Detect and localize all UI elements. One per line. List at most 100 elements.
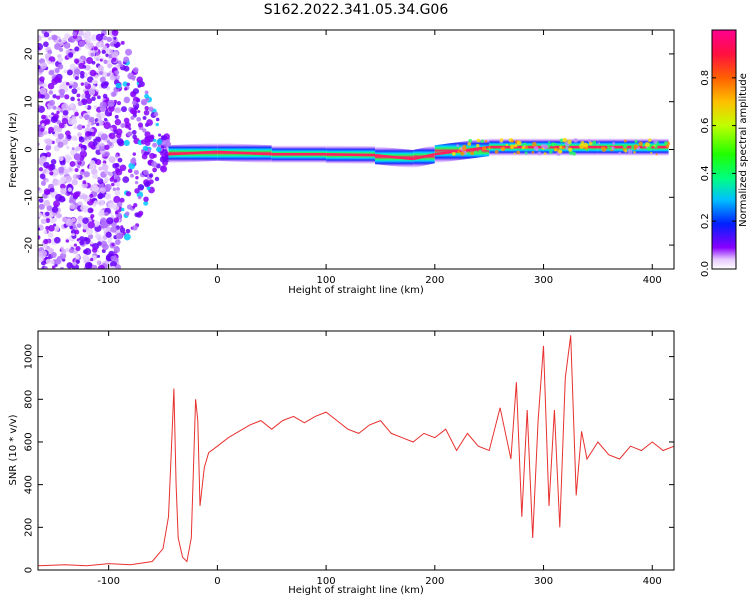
heatmap-noise-cell bbox=[108, 105, 115, 112]
heatmap-noise-cell bbox=[74, 153, 81, 160]
heatmap-transition-cell bbox=[155, 122, 159, 127]
heatmap-ridge-speckle bbox=[499, 138, 504, 142]
heatmap-transition-cell bbox=[122, 81, 128, 87]
heatmap-noise-cell bbox=[55, 193, 63, 202]
heatmap-noise-cell bbox=[89, 240, 94, 245]
heatmap-ridge-speckle bbox=[460, 151, 465, 156]
heatmap-noise-cell bbox=[79, 194, 84, 200]
heatmap-transition-cell bbox=[126, 82, 130, 87]
heatmap-ridge-speckle bbox=[565, 146, 569, 150]
heatmap-noise-cell bbox=[52, 94, 57, 99]
spectrogram-ytick-label: -10 bbox=[24, 189, 35, 205]
heatmap-noise-cell bbox=[51, 112, 55, 116]
heatmap-transition-cell bbox=[117, 157, 123, 163]
heatmap-noise-cell bbox=[86, 57, 94, 65]
heatmap-noise-cell bbox=[72, 261, 77, 266]
heatmap-noise-cell bbox=[108, 156, 116, 163]
heatmap-transition-cell bbox=[134, 212, 140, 218]
heatmap-noise-cell bbox=[75, 246, 81, 252]
heatmap-transition-cell bbox=[111, 30, 119, 36]
heatmap-noise-cell bbox=[38, 198, 44, 203]
heatmap-transition-cell bbox=[136, 116, 142, 122]
heatmap-ridge-speckle bbox=[521, 146, 525, 150]
heatmap-noise-cell bbox=[106, 188, 111, 192]
heatmap-ridge-speckle bbox=[514, 143, 518, 148]
heatmap-transition-cell bbox=[134, 106, 139, 111]
heatmap-noise-cell bbox=[42, 243, 48, 249]
heatmap-noise-cell bbox=[98, 166, 103, 171]
heatmap-ridge-speckle bbox=[558, 149, 563, 154]
heatmap-noise-cell bbox=[76, 223, 82, 229]
heatmap-noise-cell bbox=[60, 183, 66, 190]
heatmap-noise-cell bbox=[63, 168, 70, 175]
spectrogram-x-label: Height of straight line (km) bbox=[288, 285, 424, 296]
heatmap-noise-cell bbox=[97, 241, 102, 246]
heatmap-ridge-speckle bbox=[664, 141, 668, 145]
heatmap-ridge-speckle bbox=[568, 147, 573, 152]
heatmap-noise-cell bbox=[53, 76, 61, 84]
heatmap-noise-cell bbox=[74, 68, 81, 75]
heatmap-transition-cell bbox=[115, 168, 123, 176]
heatmap-ridge-speckle bbox=[612, 142, 616, 145]
heatmap-noise-cell bbox=[45, 152, 52, 158]
heatmap-ridge-speckle bbox=[633, 144, 638, 149]
heatmap-noise-cell bbox=[74, 229, 80, 235]
heatmap-noise-cell bbox=[80, 148, 85, 152]
heatmap-noise-cell bbox=[104, 170, 109, 175]
heatmap-transition-cell bbox=[132, 88, 140, 95]
heatmap-noise-cell bbox=[103, 121, 111, 130]
heatmap-noise-cell bbox=[77, 132, 82, 137]
heatmap-ridge-speckle bbox=[634, 139, 638, 143]
heatmap-noise-cell bbox=[100, 81, 108, 89]
heatmap-noise-cell bbox=[92, 141, 98, 146]
heatmap-noise-cell bbox=[52, 105, 57, 110]
heatmap-transition-cell bbox=[116, 212, 122, 218]
heatmap-noise-cell bbox=[74, 76, 79, 80]
heatmap-ridge-speckle bbox=[548, 140, 551, 144]
heatmap-noise-cell bbox=[83, 171, 90, 178]
heatmap-noise-cell bbox=[57, 63, 64, 70]
heatmap-transition-cell bbox=[120, 207, 125, 212]
heatmap-noise-cell bbox=[69, 63, 76, 70]
heatmap-noise-cell bbox=[60, 187, 67, 195]
heatmap-noise-cell bbox=[84, 114, 90, 120]
heatmap-noise-cell bbox=[68, 85, 73, 89]
heatmap-ridge-speckle bbox=[624, 149, 628, 153]
heatmap-ridge-speckle bbox=[510, 144, 515, 149]
heatmap-ridge-speckle bbox=[653, 139, 658, 144]
spectrogram-heatmap bbox=[38, 30, 671, 269]
heatmap-noise-cell bbox=[84, 105, 88, 109]
heatmap-noise-cell bbox=[99, 58, 103, 62]
heatmap-transition-cell bbox=[123, 56, 130, 63]
spectrogram-ytick-label: -20 bbox=[24, 237, 35, 253]
snr-xtick-label: 200 bbox=[425, 576, 444, 587]
heatmap-noise-cell bbox=[97, 193, 104, 200]
heatmap-noise-cell bbox=[83, 236, 89, 242]
heatmap-noise-cell bbox=[38, 203, 45, 210]
heatmap-noise-cell bbox=[108, 132, 116, 140]
heatmap-ridge-speckle bbox=[480, 139, 485, 144]
heatmap-noise-cell bbox=[68, 198, 74, 204]
heatmap-ridge-speckle bbox=[486, 148, 490, 151]
heatmap-noise-cell bbox=[54, 258, 61, 265]
heatmap-noise-cell bbox=[108, 250, 115, 258]
snr-ytick-label: 600 bbox=[24, 432, 35, 451]
heatmap-ridge-speckle bbox=[543, 152, 547, 156]
heatmap-ridge-speckle bbox=[618, 151, 622, 155]
heatmap-noise-cell bbox=[84, 64, 91, 71]
heatmap-noise-cell bbox=[84, 262, 93, 269]
snr-x-label: Height of straight line (km) bbox=[288, 585, 424, 596]
heatmap-noise-cell bbox=[66, 262, 73, 269]
heatmap-transition-cell bbox=[132, 67, 139, 73]
heatmap-transition-cell bbox=[153, 138, 157, 142]
heatmap-transition-cell bbox=[114, 70, 118, 74]
heatmap-noise-cell bbox=[89, 69, 97, 77]
heatmap-transition-cell bbox=[123, 96, 131, 104]
heatmap-transition-cell bbox=[148, 106, 154, 112]
heatmap-transition-cell bbox=[133, 169, 139, 175]
heatmap-noise-cell bbox=[74, 168, 79, 173]
heatmap-noise-cell bbox=[84, 30, 92, 38]
heatmap-transition-cell bbox=[137, 122, 144, 128]
heatmap-noise-cell bbox=[58, 122, 65, 129]
heatmap-noise-cell bbox=[101, 49, 106, 55]
